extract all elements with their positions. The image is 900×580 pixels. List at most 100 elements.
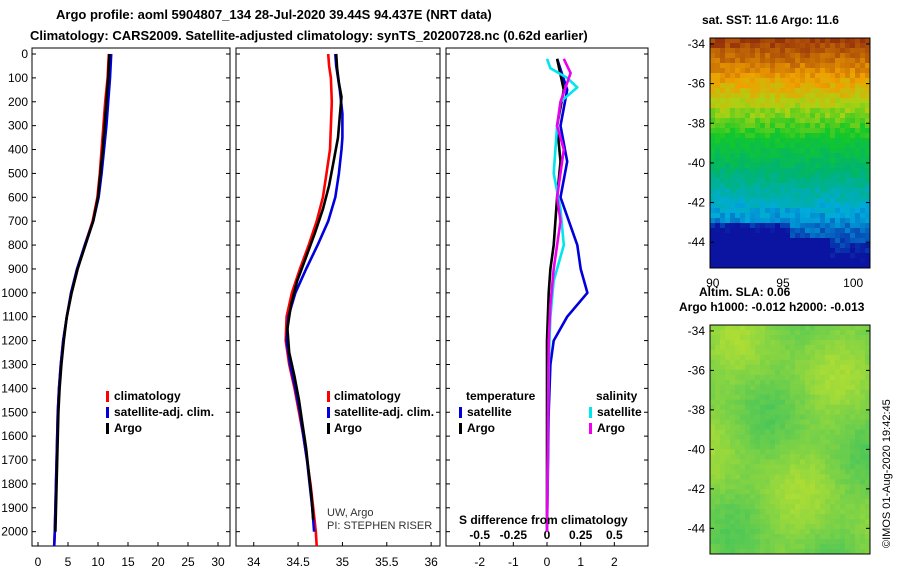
- map-cell: [775, 474, 781, 480]
- map-cell: [850, 384, 856, 391]
- map-cell: [835, 98, 841, 104]
- map-cell: [845, 238, 851, 244]
- map-cell: [850, 479, 856, 485]
- map-cell: [715, 429, 721, 436]
- map-cell: [715, 233, 721, 239]
- map-cell: [835, 228, 841, 234]
- map-cell: [725, 208, 731, 214]
- x-tick-label: 1: [577, 555, 584, 569]
- map-cell: [800, 203, 806, 209]
- map-cell: [790, 253, 796, 259]
- map-cell: [735, 384, 741, 391]
- map-cell: [855, 203, 861, 209]
- map-cell: [725, 489, 731, 495]
- map-cell: [855, 509, 861, 515]
- map-cell: [785, 128, 791, 134]
- map-cell: [780, 158, 786, 164]
- map-cell: [785, 78, 791, 84]
- map-cell: [760, 429, 766, 436]
- map-cell: [745, 43, 751, 49]
- map-cell: [800, 539, 806, 545]
- map-cell: [840, 138, 846, 144]
- map-cell: [815, 454, 821, 460]
- map-cell: [815, 143, 821, 149]
- map-cell: [715, 43, 721, 49]
- map-cell: [830, 464, 836, 470]
- map-cell: [775, 449, 781, 455]
- map-cell: [830, 83, 836, 89]
- map-cell: [835, 183, 841, 189]
- map-cell: [790, 374, 796, 381]
- map-cell: [710, 439, 716, 445]
- map-cell: [720, 399, 726, 406]
- map-cell: [765, 83, 771, 89]
- map-cell: [865, 514, 871, 520]
- map-cell: [850, 489, 856, 495]
- map-cell: [805, 118, 811, 124]
- depth-tick-label: 900: [8, 262, 28, 276]
- map-cell: [740, 364, 746, 371]
- map-cell: [725, 389, 731, 396]
- map-cell: [755, 258, 761, 264]
- map-cell: [865, 113, 871, 119]
- map-cell: [725, 359, 731, 366]
- map-cell: [855, 544, 861, 550]
- map-cell: [775, 88, 781, 94]
- map-cell: [745, 83, 751, 89]
- map-cell: [780, 484, 786, 490]
- map-cell: [790, 188, 796, 194]
- map-cell: [830, 113, 836, 119]
- map-cell: [710, 48, 716, 54]
- map-cell: [795, 474, 801, 480]
- map-cell: [780, 168, 786, 174]
- map-cell: [715, 108, 721, 114]
- map-cell: [860, 173, 866, 179]
- map-cell: [805, 228, 811, 234]
- map-cell: [865, 409, 871, 416]
- map-cell: [795, 188, 801, 194]
- map-cell: [820, 369, 826, 376]
- map-cell: [865, 133, 871, 139]
- map-cell: [800, 113, 806, 119]
- depth-tick-label: 700: [8, 214, 28, 228]
- map-cell: [810, 228, 816, 234]
- map-cell: [830, 158, 836, 164]
- map-cell: [860, 253, 866, 259]
- map-cell: [775, 469, 781, 475]
- map-cell: [775, 103, 781, 109]
- map-cell: [720, 334, 726, 341]
- map-cell: [715, 118, 721, 124]
- map-cell: [830, 248, 836, 254]
- map-cell: [815, 474, 821, 480]
- map-cell: [800, 474, 806, 480]
- map-cell: [730, 524, 736, 530]
- legend-label-argo: Argo: [334, 421, 362, 435]
- map-cell: [755, 354, 761, 361]
- map-cell: [760, 464, 766, 470]
- map-cell: [770, 253, 776, 259]
- map-cell: [845, 394, 851, 401]
- map-cell: [745, 524, 751, 530]
- map-cell: [780, 369, 786, 376]
- map-cell: [855, 58, 861, 64]
- map-cell: [785, 118, 791, 124]
- map-cell: [745, 148, 751, 154]
- map-cell: [790, 228, 796, 234]
- map-cell: [770, 183, 776, 189]
- map-cell: [835, 329, 841, 336]
- map-cell: [790, 168, 796, 174]
- map-cell: [840, 464, 846, 470]
- map-cell: [845, 534, 851, 540]
- map-cell: [805, 223, 811, 229]
- map-cell: [810, 444, 816, 450]
- map-cell: [840, 469, 846, 475]
- map-cell: [815, 384, 821, 391]
- map-cell: [710, 123, 716, 129]
- map-cell: [745, 349, 751, 356]
- map-cell: [800, 248, 806, 254]
- map-cell: [825, 153, 831, 159]
- map-cell: [760, 325, 766, 331]
- map-cell: [750, 334, 756, 341]
- map-cell: [850, 178, 856, 184]
- map-cell: [745, 138, 751, 144]
